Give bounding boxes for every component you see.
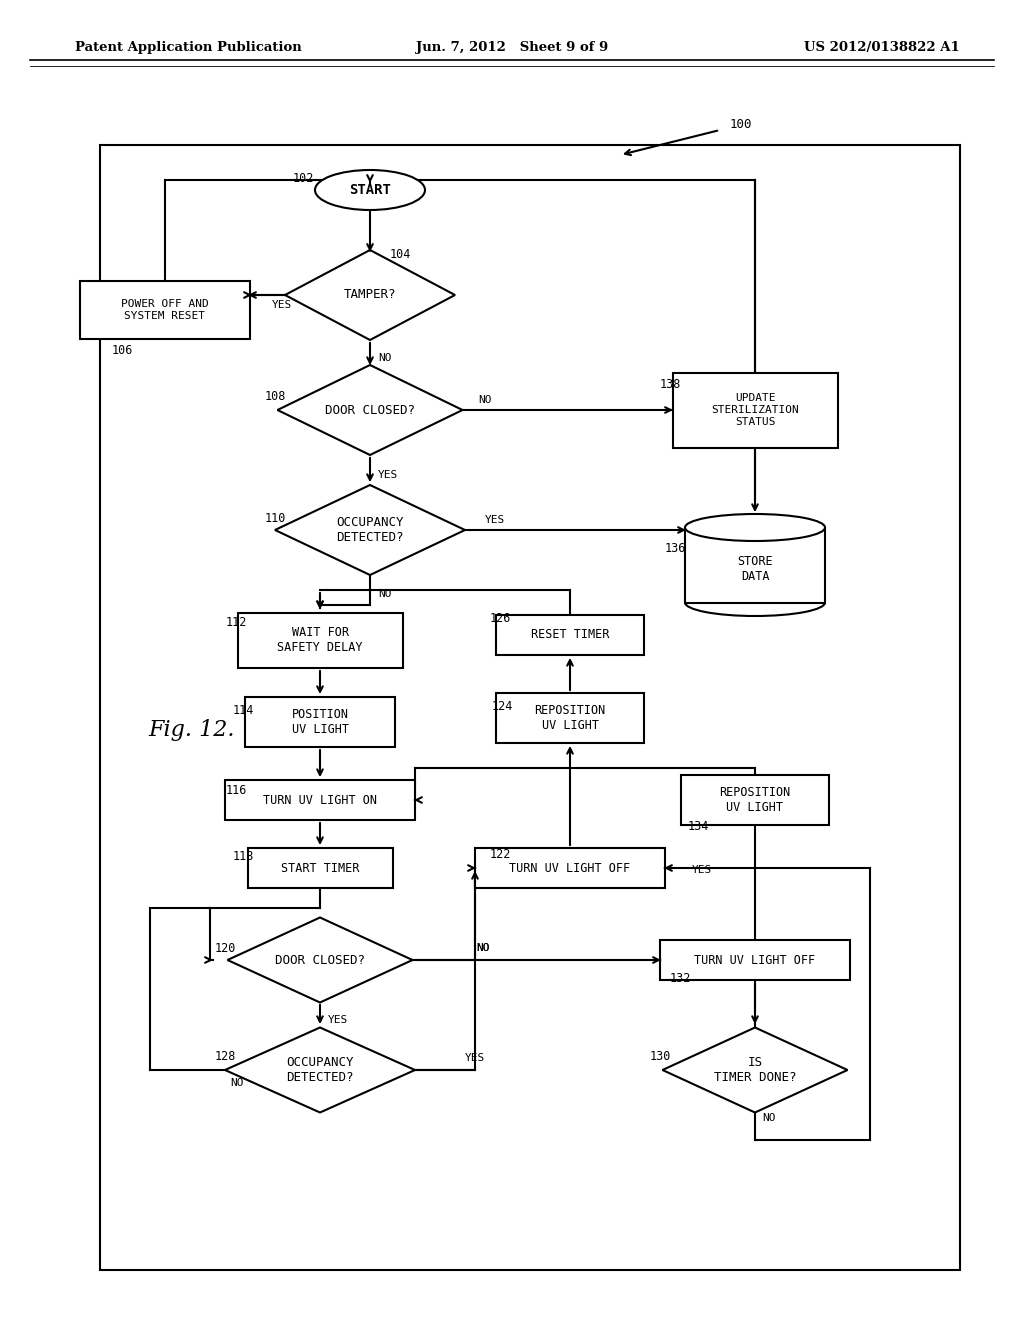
- Text: DOOR CLOSED?: DOOR CLOSED?: [275, 953, 365, 966]
- Text: 110: 110: [265, 511, 287, 524]
- Polygon shape: [275, 484, 465, 576]
- Text: Fig. 12.: Fig. 12.: [148, 719, 234, 741]
- Bar: [225, 780, 415, 820]
- Text: TAMPER?: TAMPER?: [344, 289, 396, 301]
- Text: 134: 134: [688, 820, 710, 833]
- Text: 102: 102: [293, 172, 314, 185]
- Polygon shape: [278, 366, 463, 455]
- Text: TURN UV LIGHT OFF: TURN UV LIGHT OFF: [509, 862, 631, 874]
- Polygon shape: [227, 917, 413, 1002]
- Text: 118: 118: [233, 850, 254, 863]
- Text: POWER OFF AND
SYSTEM RESET: POWER OFF AND SYSTEM RESET: [121, 300, 209, 321]
- Text: 136: 136: [665, 541, 686, 554]
- Text: TURN UV LIGHT OFF: TURN UV LIGHT OFF: [694, 953, 815, 966]
- Text: DOOR CLOSED?: DOOR CLOSED?: [325, 404, 415, 417]
- Text: 100: 100: [730, 117, 753, 131]
- Text: START: START: [349, 183, 391, 197]
- Text: POSITION
UV LIGHT: POSITION UV LIGHT: [292, 708, 348, 737]
- Text: RESET TIMER: RESET TIMER: [530, 628, 609, 642]
- Text: 112: 112: [226, 616, 248, 630]
- Bar: [245, 697, 395, 747]
- Text: NO: NO: [478, 395, 492, 405]
- Bar: [80, 281, 250, 339]
- Bar: [673, 372, 838, 447]
- Text: Jun. 7, 2012   Sheet 9 of 9: Jun. 7, 2012 Sheet 9 of 9: [416, 41, 608, 54]
- Bar: [475, 847, 665, 888]
- Bar: [660, 940, 850, 979]
- Bar: [496, 615, 644, 655]
- Text: 104: 104: [390, 248, 412, 261]
- Text: 124: 124: [492, 700, 513, 713]
- Text: NO: NO: [378, 589, 391, 599]
- Text: 116: 116: [226, 784, 248, 796]
- Bar: [248, 847, 392, 888]
- Text: 126: 126: [490, 611, 511, 624]
- Text: NO: NO: [378, 352, 391, 363]
- Text: REPOSITION
UV LIGHT: REPOSITION UV LIGHT: [535, 704, 605, 733]
- Bar: [100, 145, 961, 1270]
- Text: YES: YES: [692, 865, 713, 875]
- Bar: [681, 775, 829, 825]
- Text: NO: NO: [476, 942, 489, 953]
- Text: OCCUPANCY
DETECTED?: OCCUPANCY DETECTED?: [336, 516, 403, 544]
- Text: NO: NO: [230, 1078, 244, 1088]
- Text: 106: 106: [112, 343, 133, 356]
- Ellipse shape: [685, 513, 825, 541]
- Text: YES: YES: [328, 1015, 348, 1026]
- Text: OCCUPANCY
DETECTED?: OCCUPANCY DETECTED?: [287, 1056, 353, 1084]
- Text: NO: NO: [762, 1113, 775, 1123]
- Text: YES: YES: [272, 300, 292, 310]
- Text: 128: 128: [215, 1051, 237, 1064]
- Text: 114: 114: [233, 704, 254, 717]
- Text: STORE
DATA: STORE DATA: [737, 554, 773, 583]
- Text: 122: 122: [490, 849, 511, 862]
- Text: START TIMER: START TIMER: [281, 862, 359, 874]
- Text: UPDATE
STERILIZATION
STATUS: UPDATE STERILIZATION STATUS: [711, 393, 799, 426]
- Text: YES: YES: [378, 470, 398, 480]
- Text: Patent Application Publication: Patent Application Publication: [75, 41, 302, 54]
- Bar: [238, 612, 402, 668]
- Text: 108: 108: [265, 391, 287, 404]
- Bar: [685, 528, 825, 602]
- Bar: [496, 693, 644, 743]
- Text: TURN UV LIGHT ON: TURN UV LIGHT ON: [263, 793, 377, 807]
- Text: YES: YES: [485, 515, 505, 525]
- Text: US 2012/0138822 A1: US 2012/0138822 A1: [804, 41, 961, 54]
- Ellipse shape: [315, 170, 425, 210]
- Text: 130: 130: [650, 1051, 672, 1064]
- Text: 138: 138: [660, 379, 681, 392]
- Text: YES: YES: [465, 1053, 485, 1063]
- Text: NO: NO: [476, 942, 489, 953]
- Polygon shape: [663, 1027, 848, 1113]
- Text: IS
TIMER DONE?: IS TIMER DONE?: [714, 1056, 797, 1084]
- Polygon shape: [285, 249, 455, 341]
- Text: REPOSITION
UV LIGHT: REPOSITION UV LIGHT: [720, 785, 791, 814]
- Text: 120: 120: [215, 941, 237, 954]
- Text: WAIT FOR
SAFETY DELAY: WAIT FOR SAFETY DELAY: [278, 626, 362, 653]
- Text: 132: 132: [670, 972, 691, 985]
- Polygon shape: [225, 1027, 415, 1113]
